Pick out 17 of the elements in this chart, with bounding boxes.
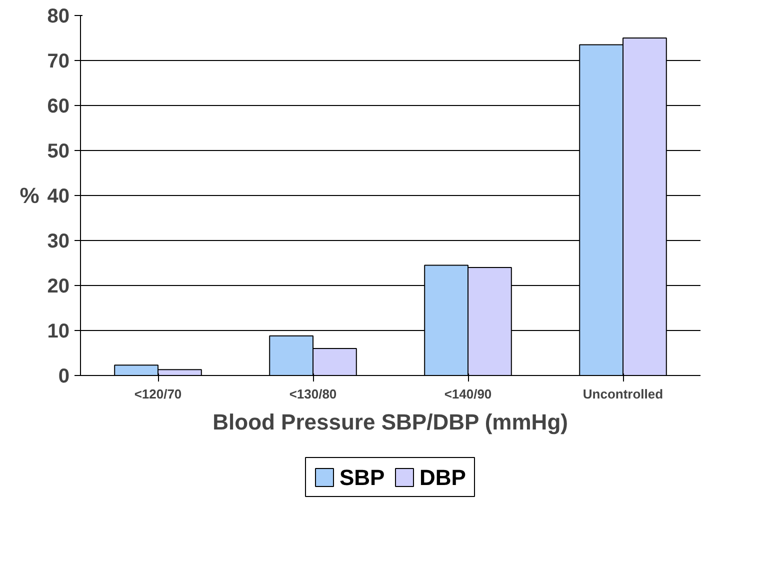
y-tick-label: 60: [47, 96, 70, 118]
y-tick-label: 30: [47, 230, 70, 252]
y-tick-label: 20: [47, 276, 70, 298]
y-tick-label: 0: [58, 366, 70, 388]
legend-label: SBP: [340, 465, 385, 490]
y-tick-label: 50: [47, 140, 70, 162]
y-tick-label: 70: [47, 50, 70, 72]
y-tick-label: 40: [47, 186, 70, 208]
x-tick-label: <140/90: [444, 386, 492, 402]
x-tick-label: <130/80: [289, 386, 337, 402]
x-axis-title: Blood Pressure SBP/DBP (mmHg): [212, 410, 568, 434]
x-tick-label: Uncontrolled: [582, 386, 664, 402]
y-tick-label: 10: [47, 320, 70, 342]
y-tick-label: 80: [47, 6, 70, 28]
legend-label: DBP: [420, 465, 466, 490]
y-axis-title: %: [20, 183, 40, 208]
x-tick-label: <120/70: [134, 386, 182, 402]
